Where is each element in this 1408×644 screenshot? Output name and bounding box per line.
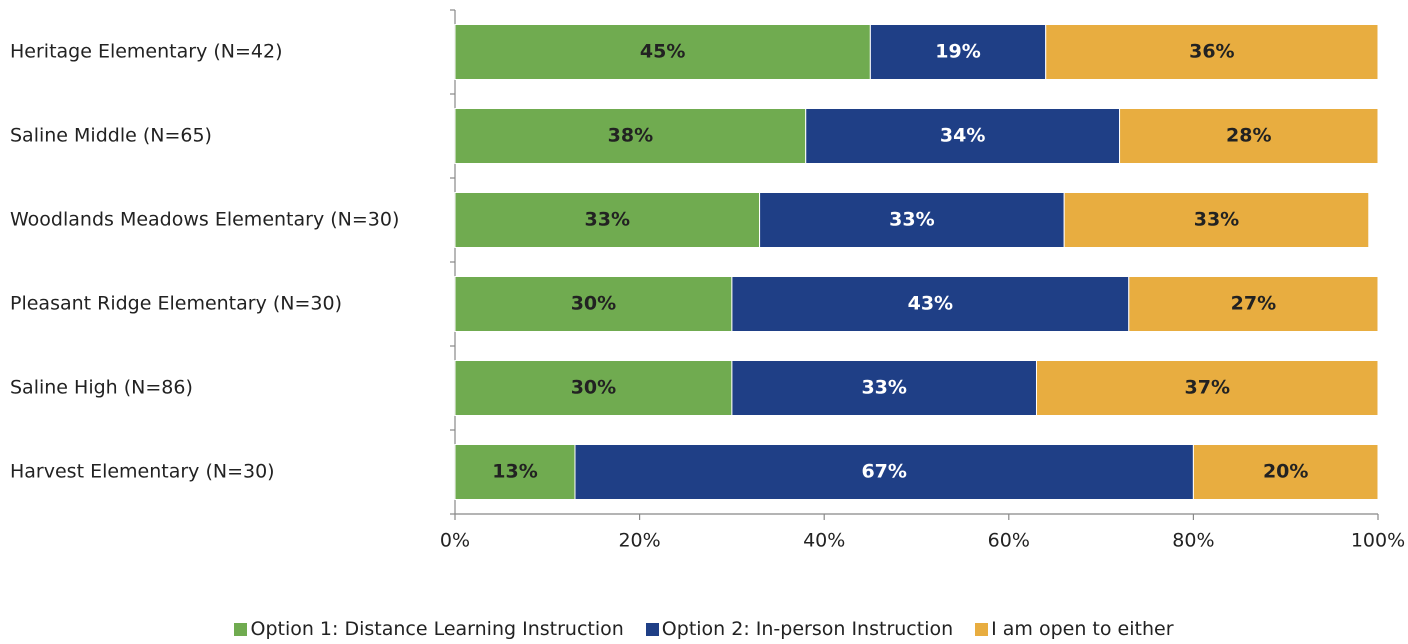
value-label: 13% [492, 461, 537, 483]
legend-item: Option 2: In-person Instruction [645, 618, 954, 640]
legend-swatch [975, 622, 989, 636]
category-label: Saline Middle (N=65) [10, 125, 212, 147]
value-label: 45% [640, 41, 685, 63]
bar-segment [454, 24, 871, 80]
category-label: Saline High (N=86) [10, 377, 193, 399]
legend-label: I am open to either [991, 618, 1174, 640]
legend-swatch [234, 622, 248, 636]
value-label: 27% [1231, 293, 1276, 315]
legend-swatch [645, 622, 659, 636]
bar-segment [454, 192, 761, 248]
bar-segment [731, 276, 1130, 332]
value-label: 43% [908, 293, 953, 315]
x-tick-label: 80% [1172, 530, 1214, 552]
value-label: 28% [1226, 125, 1271, 147]
bar-segment [454, 276, 733, 332]
x-tick-label: 60% [988, 530, 1030, 552]
bar-segment [454, 108, 807, 164]
bar-segment [731, 360, 1037, 416]
value-label: 38% [608, 125, 653, 147]
bar-segment [1045, 24, 1379, 80]
category-label: Heritage Elementary (N=42) [10, 41, 283, 63]
chart: 0% 20% 40% 60% 80% 100% Heritage Elementary (N… [10, 9, 1405, 552]
bar-segment [1063, 192, 1370, 248]
value-label: 30% [571, 377, 616, 399]
bar-segment [805, 108, 1121, 164]
value-label: 33% [861, 377, 906, 399]
x-tick-label: 100% [1351, 530, 1405, 552]
bar-segment [1192, 444, 1379, 500]
bar-segment [759, 192, 1065, 248]
bar-segment [1035, 360, 1379, 416]
value-label: 33% [585, 209, 630, 231]
category-label: Harvest Elementary (N=30) [10, 461, 275, 483]
x-tick-label: 0% [440, 530, 470, 552]
value-label: 33% [1194, 209, 1239, 231]
value-label: 37% [1185, 377, 1230, 399]
value-label: 30% [571, 293, 616, 315]
bar-segment [1119, 108, 1379, 164]
legend-item: Option 1: Distance Learning Instruction [234, 618, 624, 640]
bar-segment [454, 360, 733, 416]
value-label: 20% [1263, 461, 1308, 483]
value-label: 19% [935, 41, 980, 63]
legend-label: Option 1: Distance Learning Instruction [250, 618, 624, 640]
legend-item: I am open to either [975, 618, 1174, 640]
category-label: Woodlands Meadows Elementary (N=30) [10, 209, 399, 231]
bar-segment [1128, 276, 1379, 332]
legend-label: Option 2: In-person Instruction [661, 618, 954, 640]
legend: Option 1: Distance Learning Instruction O… [0, 618, 1408, 640]
value-label: 34% [940, 125, 985, 147]
x-tick-label: 40% [803, 530, 845, 552]
value-label: 67% [861, 461, 906, 483]
value-label: 36% [1189, 41, 1234, 63]
bar-segment [574, 444, 1194, 500]
x-tick-label: 20% [618, 530, 660, 552]
value-label: 33% [889, 209, 934, 231]
category-label: Pleasant Ridge Elementary (N=30) [10, 293, 342, 315]
